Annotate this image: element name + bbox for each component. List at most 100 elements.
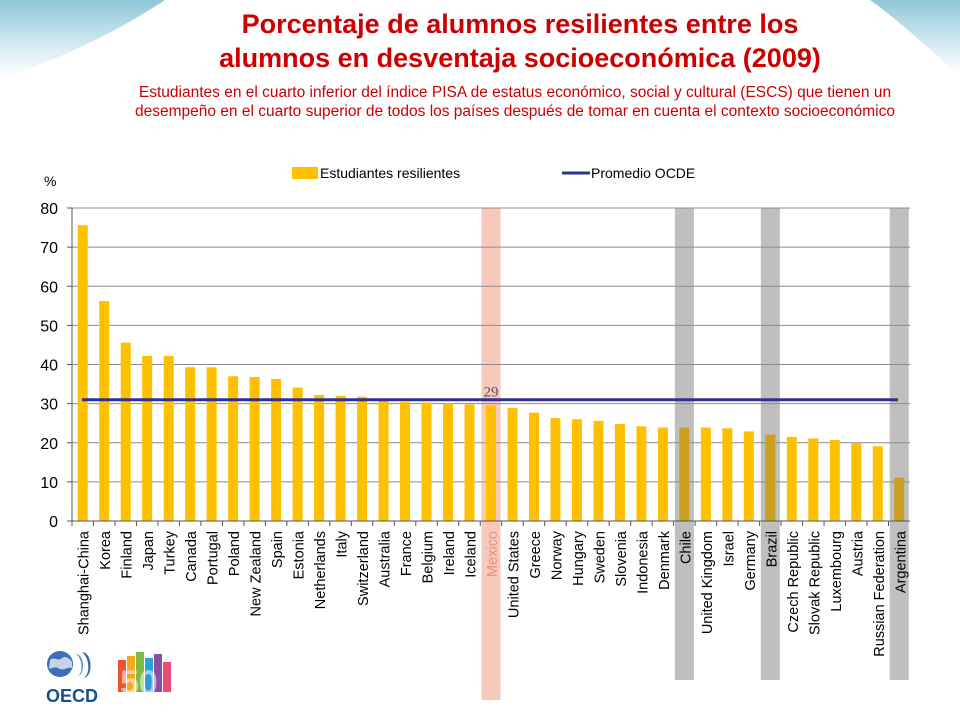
- chart-title-line-1: Porcentaje de alumnos resilientes entre …: [241, 9, 799, 39]
- highlight-bands: [481, 208, 909, 700]
- bar-germany: [743, 431, 754, 521]
- x-tick-label: Argentina: [893, 530, 909, 593]
- bar-israel: [722, 428, 733, 521]
- bar-argentina: [894, 477, 905, 521]
- y-tick-label: 10: [40, 475, 58, 492]
- bar-france: [400, 402, 411, 521]
- x-tick-label: Norway: [549, 530, 565, 580]
- x-tick-label: Hungary: [571, 530, 587, 586]
- bar-brazil: [765, 434, 776, 521]
- x-tick-label: Belgium: [421, 531, 437, 583]
- x-tick-label: Germany: [743, 530, 759, 590]
- bar-czech-republic: [786, 436, 797, 521]
- anniversary-number: 50: [120, 664, 158, 702]
- chart-title-line-2: alumnos en desventaja socioeconómica (20…: [219, 43, 821, 73]
- bar-poland: [228, 376, 239, 521]
- y-axis-label: %: [44, 173, 56, 189]
- x-tick-label: Czech Republic: [786, 531, 802, 633]
- x-tick-label: Poland: [227, 531, 243, 576]
- bar-denmark: [657, 427, 668, 521]
- x-tick-label: Greece: [528, 531, 544, 579]
- bar-sweden: [593, 420, 604, 521]
- chart-subtitle: Estudiantes en el cuarto inferior del ín…: [135, 84, 895, 120]
- bar-estonia: [292, 387, 303, 521]
- y-tick-label: 50: [40, 318, 58, 335]
- x-tick-label: Slovak Republic: [807, 531, 823, 635]
- bar-iceland: [464, 404, 475, 521]
- legend-label-line: Promedio OCDE: [591, 165, 695, 181]
- x-tick-label: Slovenia: [614, 530, 630, 587]
- oecd-wordmark: OECD: [46, 686, 98, 706]
- bar-russian-federation: [872, 446, 883, 521]
- bar-shanghai-china: [77, 225, 88, 521]
- x-tick-labels: Shanghai-China Korea Finland Japan Turkey Can…: [77, 530, 910, 657]
- x-tick-label: Mexico: [485, 531, 501, 577]
- x-tick-label: Spain: [270, 531, 286, 568]
- bar-turkey: [163, 355, 174, 521]
- x-tick-label: Sweden: [592, 531, 608, 583]
- x-tick-label: Russian Federation: [872, 531, 888, 657]
- x-tick-label: Estonia: [292, 530, 308, 579]
- background-swoosh-left: [0, 0, 165, 78]
- bar-norway: [550, 418, 561, 521]
- bars: [77, 225, 905, 521]
- bar-ireland: [443, 403, 454, 521]
- x-tick-label: Austria: [850, 530, 866, 576]
- y-tick-label: 80: [40, 201, 58, 218]
- x-tick-label: United Kingdom: [700, 531, 716, 634]
- y-tick-label: 70: [40, 240, 58, 257]
- x-tick-label: Switzerland: [356, 531, 372, 606]
- bar-chile: [679, 427, 690, 521]
- y-tick-label: 30: [40, 397, 58, 414]
- x-tick-label: Ireland: [442, 531, 458, 575]
- legend-swatch-bar: [292, 167, 318, 179]
- y-tick-label: 40: [40, 358, 58, 375]
- bar-new-zealand: [249, 377, 260, 521]
- y-tick-label: 60: [40, 279, 58, 296]
- bar-portugal: [206, 367, 217, 521]
- x-tick-label: Denmark: [657, 530, 673, 590]
- x-tick-label: Portugal: [206, 531, 222, 585]
- x-tick-label: Turkey: [163, 530, 179, 575]
- legend-label-bars: Estudiantes resilientes: [320, 165, 460, 181]
- x-tick-label: Indonesia: [635, 530, 651, 594]
- bar-korea: [99, 301, 110, 521]
- axes: 0 10 20 30 40 50 60 70 80: [40, 201, 910, 531]
- bar-italy: [335, 395, 346, 521]
- x-tick-label: Japan: [141, 531, 157, 571]
- x-tick-label: Canada: [184, 530, 200, 582]
- bar-japan: [142, 355, 153, 521]
- x-tick-label: Korea: [98, 530, 114, 570]
- bar-switzerland: [357, 396, 368, 521]
- mean-line-group: 29: [82, 385, 898, 402]
- bar-mexico: [486, 405, 496, 521]
- bar-finland: [120, 342, 131, 521]
- x-tick-label: Shanghai-China: [77, 530, 93, 635]
- oecd-logo: OECD 50: [46, 651, 171, 706]
- bar-greece: [528, 412, 539, 521]
- x-tick-label: Australia: [378, 530, 394, 587]
- y-tick-label: 20: [40, 436, 58, 453]
- y-tick-label: 0: [49, 514, 58, 531]
- x-tick-label: Israel: [721, 531, 737, 566]
- x-tick-label: Brazil: [764, 531, 780, 567]
- legend: Estudiantes resilientes Promedio OCDE: [292, 165, 695, 181]
- x-tick-label: United States: [506, 531, 522, 618]
- bar-canada: [185, 367, 196, 521]
- x-tick-label: France: [399, 531, 415, 576]
- x-tick-label: Chile: [678, 531, 694, 564]
- oecd-swoosh-icon: [76, 652, 91, 678]
- bar-spain: [271, 378, 282, 521]
- background-swoosh-right: [870, 0, 960, 75]
- x-tick-label: New Zealand: [249, 531, 265, 616]
- bar-indonesia: [636, 426, 647, 521]
- x-tick-label: Iceland: [464, 531, 480, 578]
- x-tick-label: Finland: [120, 531, 136, 579]
- anniversary-50-icon: 50: [118, 652, 171, 702]
- highlight-band-argentina: [889, 208, 909, 680]
- bar-netherlands: [314, 395, 325, 521]
- x-tick-label: Luxembourg: [829, 531, 845, 612]
- globe-icon: [47, 651, 73, 677]
